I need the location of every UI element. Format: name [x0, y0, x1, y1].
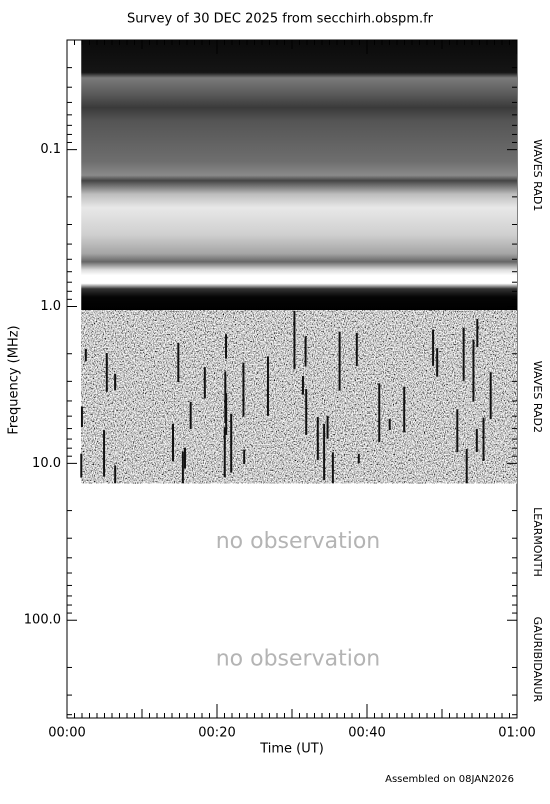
x-tick-label: 01:00	[498, 726, 535, 741]
x-tick-label: 00:40	[348, 726, 385, 741]
y-tick-label: 100.0	[24, 613, 61, 628]
no-observation: no observation	[216, 529, 381, 554]
no-observation: no observation	[216, 646, 381, 671]
footer: Assembled on 08JAN2026	[385, 774, 514, 785]
y-axis-label: Frequency (MHz)	[7, 325, 22, 434]
x-axis-label: Time (UT)	[259, 742, 324, 757]
instrument-label: WAVES RAD2	[531, 361, 544, 433]
x-tick-label: 00:00	[48, 726, 85, 741]
y-tick-label: 10.0	[32, 456, 61, 471]
instrument-label: GAURIBIDANUR	[531, 617, 544, 703]
chart-title: Survey of 30 DEC 2025 from secchirh.obsp…	[127, 12, 434, 27]
y-tick-label: 0.1	[40, 142, 61, 157]
spectrum-panel	[81, 40, 517, 311]
y-tick-label: 1.0	[40, 299, 61, 314]
instrument-label: LEARMONTH	[531, 507, 544, 577]
x-tick-label: 00:20	[198, 726, 235, 741]
instrument-label: WAVES RAD1	[531, 139, 544, 211]
spectrogram	[80, 40, 517, 484]
spectrum-panel	[81, 310, 517, 484]
